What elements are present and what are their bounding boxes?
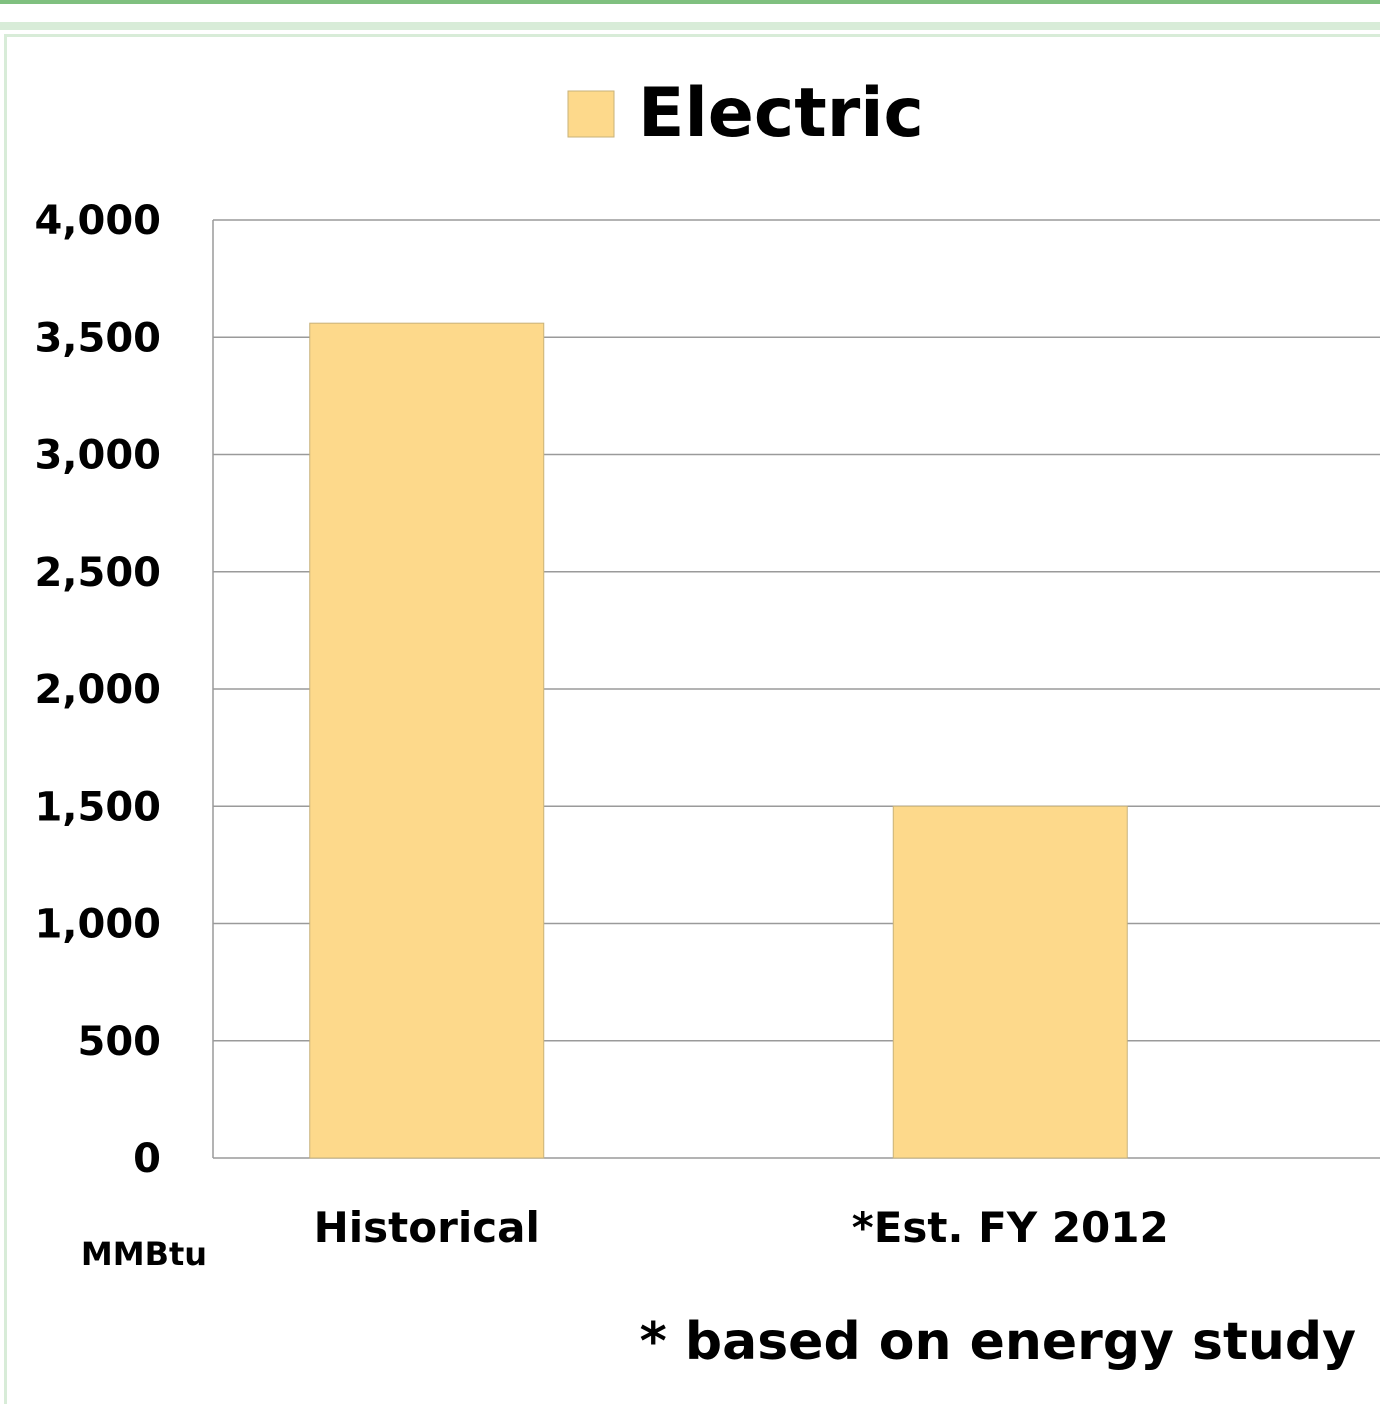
y-tick-label: 0 <box>133 1136 161 1182</box>
y-axis-ticks: 0 500 1,000 1,500 2,000 2,500 3,000 3,500 4,000 <box>34 198 161 1182</box>
y-axis-unit-label: MMBtu <box>81 1235 207 1273</box>
x-axis-ticks: Historical *Est. FY 2012 <box>314 1203 1169 1252</box>
x-tick-label: *Est. FY 2012 <box>852 1203 1169 1252</box>
top-accent-rule <box>0 0 1380 4</box>
y-tick-label: 2,500 <box>34 550 161 596</box>
legend-swatch <box>567 90 615 138</box>
y-tick-label: 2,000 <box>34 667 161 713</box>
bar-est-fy-2012 <box>892 805 1128 1159</box>
bar-historical <box>309 322 545 1159</box>
slide-frame <box>4 34 1380 1404</box>
y-tick-label: 4,000 <box>34 198 161 244</box>
y-tick-label: 3,000 <box>34 433 161 479</box>
y-tick-label: 3,500 <box>34 315 161 361</box>
legend: Electric <box>567 74 924 153</box>
footnote-annotation: * based on energy study <box>640 1312 1356 1372</box>
y-tick-label: 1,000 <box>34 902 161 948</box>
x-tick-label: Historical <box>314 1203 540 1252</box>
y-tick-label: 1,500 <box>34 784 161 830</box>
bars <box>309 322 1128 1159</box>
y-tick-label: 500 <box>78 1019 162 1065</box>
top-accent-band <box>0 22 1380 30</box>
legend-label: Electric <box>638 74 924 153</box>
